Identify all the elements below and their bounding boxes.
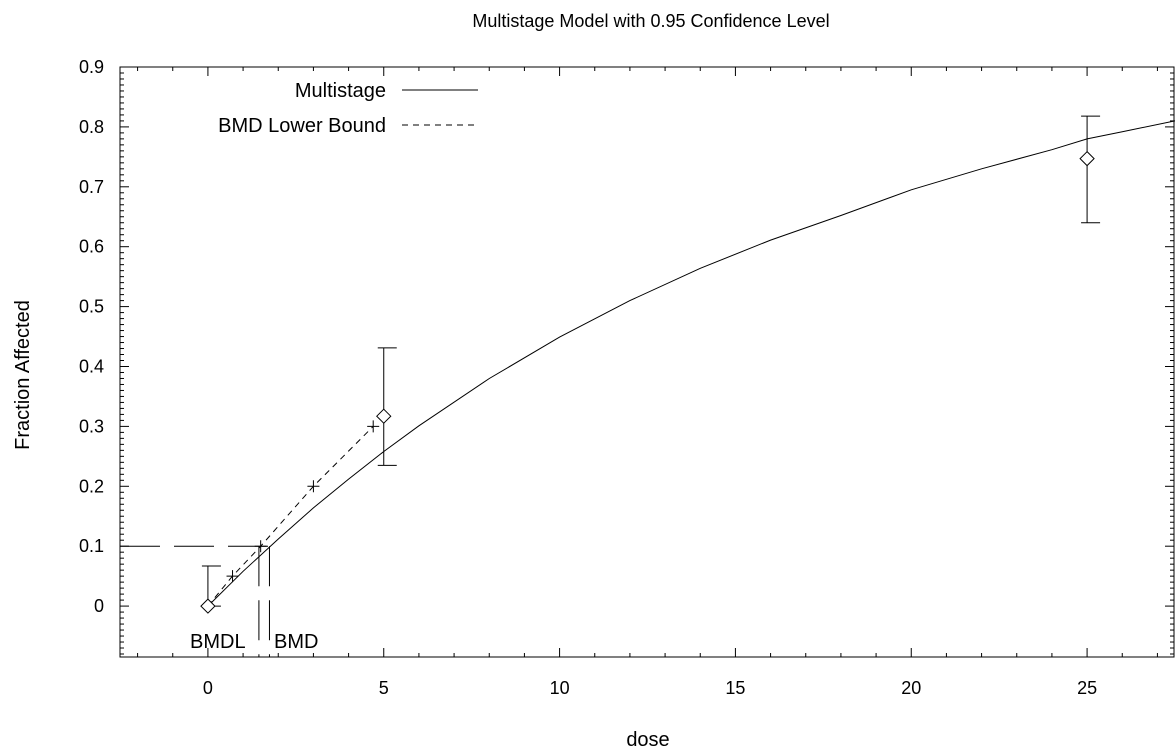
x-axis: 0 5 10 15 20 25 [137, 67, 1158, 698]
observed-diamond [376, 408, 392, 424]
y-tick-label: 0 [94, 596, 104, 616]
y-tick-label: 0.1 [79, 536, 104, 556]
observed-data [200, 115, 1101, 614]
x-tick-label: 20 [901, 678, 921, 698]
y-tick-label: 0.8 [79, 117, 104, 137]
y-tick-label: 0.7 [79, 177, 104, 197]
series-layer [201, 120, 1175, 613]
observed-diamond [1079, 150, 1095, 167]
y-tick-label: 0.2 [79, 476, 104, 496]
chart-title: Multistage Model with 0.95 Confidence Le… [472, 11, 829, 31]
y-tick-label: 0.3 [79, 416, 104, 436]
y-tick-label: 0.9 [79, 57, 104, 77]
observed-point [1079, 115, 1101, 224]
legend: Multistage BMD Lower Bound [218, 80, 478, 137]
bmd-label: BMD [274, 631, 318, 653]
x-tick-label: 15 [725, 678, 745, 698]
observed-diamond [200, 598, 216, 614]
plot-border [119, 66, 1175, 658]
bmdl-point [226, 570, 239, 583]
bmdl-point [367, 420, 380, 433]
x-tick-label: 0 [203, 678, 213, 698]
bmdl-label: BMDL [190, 631, 246, 653]
bmdl-point [254, 540, 267, 553]
y-axis-label: Fraction Affected [12, 300, 34, 450]
bmdl-point [307, 480, 320, 493]
x-axis-label: dose [626, 729, 669, 751]
legend-label: BMD Lower Bound [218, 115, 386, 137]
x-tick-label: 25 [1077, 678, 1097, 698]
series-multistage [207, 120, 1175, 607]
plot-frame [119, 66, 1175, 658]
legend-label: Multistage [295, 80, 386, 102]
x-tick-label: 10 [550, 678, 570, 698]
y-tick-label: 0.4 [79, 356, 104, 376]
y-tick-label: 0.6 [79, 237, 104, 257]
observed-point [376, 347, 397, 466]
observed-point [200, 565, 221, 614]
bmd-markers [120, 545, 270, 657]
x-tick-label: 5 [379, 678, 389, 698]
y-tick-label: 0.5 [79, 297, 104, 317]
y-axis: 0 0.1 0.2 0.3 0.4 0.5 0.6 0.7 0.8 0.9 [79, 57, 1174, 655]
